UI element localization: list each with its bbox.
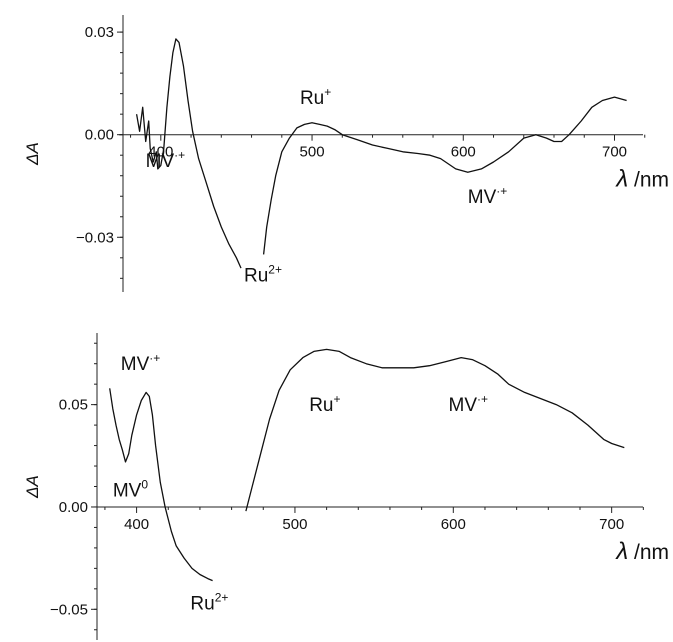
- y-tick-label: −0.03: [76, 229, 114, 246]
- x-axis-title: λ /nm: [614, 166, 669, 193]
- species-label: MV·+: [146, 148, 186, 172]
- species-label: MV·+: [449, 392, 489, 416]
- species-label-base: MV: [449, 395, 478, 416]
- species-label: Ru2+: [190, 590, 228, 614]
- x-axis-symbol: λ: [614, 538, 628, 565]
- species-label: Ru+: [300, 85, 331, 109]
- spectrum-trace: [245, 348, 625, 512]
- species-label: MV0: [113, 478, 149, 502]
- y-tick-label: 0.05: [59, 397, 88, 414]
- x-tick-label: 700: [602, 144, 627, 161]
- species-label: Ru2+: [244, 263, 282, 287]
- species-label-base: MV: [113, 481, 142, 502]
- species-label-base: MV: [121, 354, 150, 375]
- species-label-base: Ru: [244, 266, 268, 287]
- x-tick-label: 700: [599, 516, 624, 533]
- x-tick-label: 600: [451, 144, 476, 161]
- x-tick-label: 500: [282, 516, 307, 533]
- x-axis-symbol: λ: [614, 166, 628, 193]
- species-label-charge: ·+: [174, 148, 185, 162]
- x-tick-label: 500: [300, 144, 325, 161]
- y-tick-label: 0.03: [85, 24, 114, 41]
- species-label-charge: +: [333, 392, 340, 406]
- spectrum-trace: [262, 96, 627, 255]
- y-tick-label: 0.00: [85, 127, 114, 144]
- y-tick-label: 0.00: [59, 499, 88, 516]
- y-tick-label: −0.05: [50, 601, 88, 618]
- x-axis-unit: /nm: [628, 169, 669, 192]
- species-label-charge: 0: [141, 478, 148, 492]
- species-label-base: Ru: [309, 395, 333, 416]
- species-label-charge: ·+: [149, 351, 160, 365]
- species-label-charge: ·+: [496, 184, 507, 198]
- species-label: MV·+: [468, 184, 508, 208]
- x-tick-label: 400: [124, 516, 149, 533]
- x-axis-unit: /nm: [628, 541, 669, 564]
- species-label-base: MV: [468, 187, 497, 208]
- species-label: MV·+: [121, 351, 161, 375]
- species-label-base: MV: [146, 151, 175, 172]
- y-axis-title: ΔA: [23, 142, 42, 166]
- x-tick-label: 600: [441, 516, 466, 533]
- spectrum-trace: [109, 388, 213, 582]
- species-label-charge: 2+: [215, 590, 229, 604]
- species-label-charge: 2+: [268, 263, 282, 277]
- x-axis-title: λ /nm: [614, 538, 669, 565]
- species-label-charge: +: [324, 85, 331, 99]
- species-label-base: Ru: [190, 593, 214, 614]
- y-axis-title: ΔA: [23, 475, 42, 499]
- species-label-charge: ·+: [477, 392, 488, 406]
- spectrum-trace: [135, 38, 242, 269]
- species-label-base: Ru: [300, 88, 324, 109]
- species-label: Ru+: [309, 392, 340, 416]
